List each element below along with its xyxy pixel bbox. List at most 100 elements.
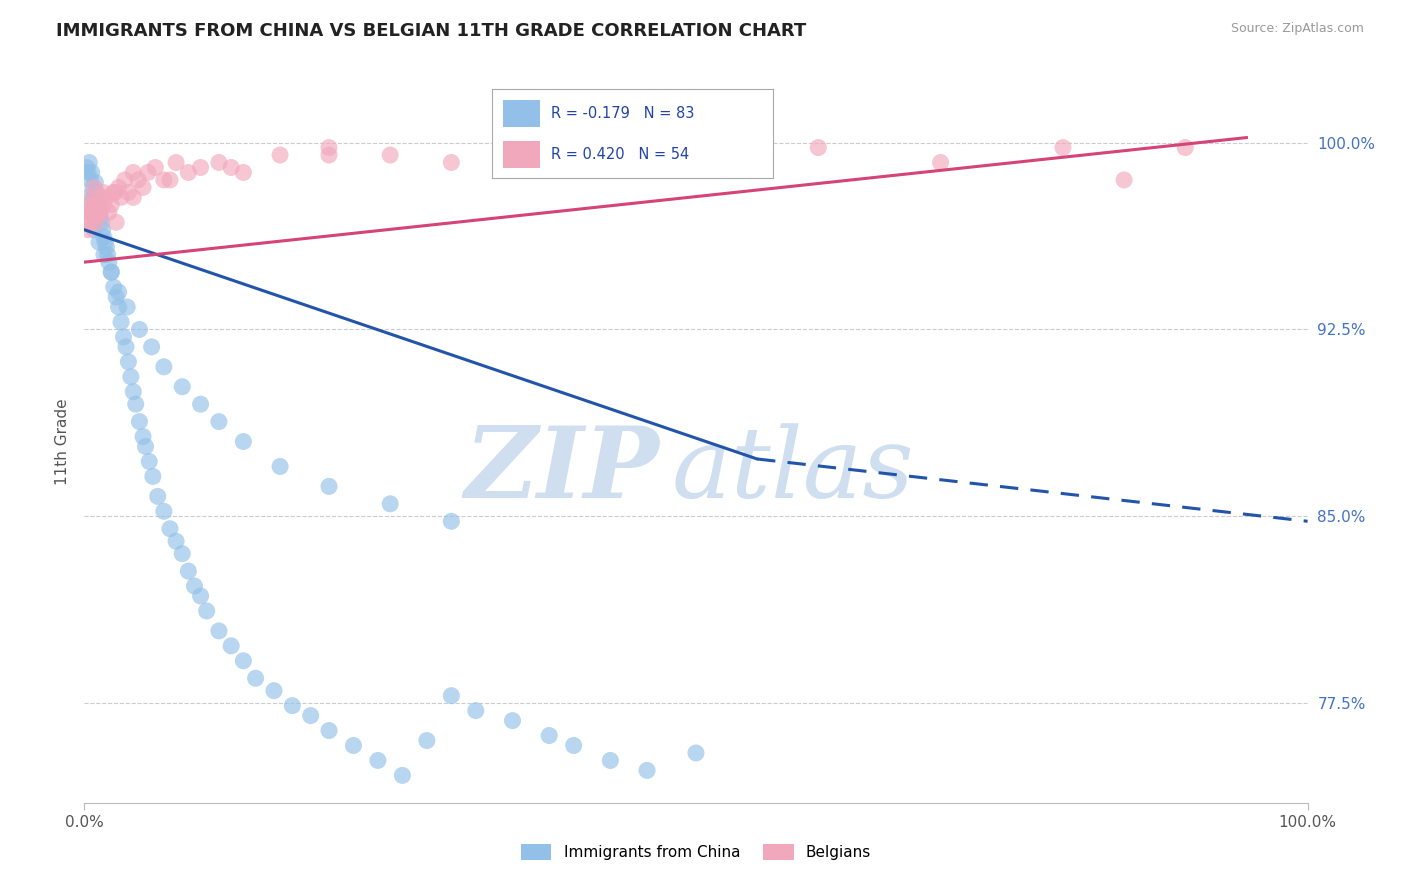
Point	[141, 340, 163, 354]
Point	[112, 330, 135, 344]
Point	[82, 198, 104, 212]
Point	[135, 440, 157, 454]
Point	[807, 140, 830, 154]
Point	[82, 190, 104, 204]
Point	[107, 285, 129, 299]
Point	[90, 215, 112, 229]
Point	[190, 589, 212, 603]
Point	[87, 205, 110, 219]
Point	[117, 355, 139, 369]
Point	[132, 180, 155, 194]
Point	[269, 148, 291, 162]
Point	[80, 165, 103, 179]
Point	[562, 140, 585, 154]
Point	[91, 223, 114, 237]
Point	[136, 165, 159, 179]
Point	[83, 180, 105, 194]
Point	[190, 161, 212, 175]
Point	[105, 215, 128, 229]
Point	[91, 186, 114, 200]
Point	[93, 230, 115, 244]
Point	[142, 469, 165, 483]
Point	[115, 300, 138, 314]
Point	[84, 211, 107, 225]
Point	[86, 186, 108, 200]
Point	[318, 723, 340, 738]
Point	[165, 534, 187, 549]
Point	[100, 265, 122, 279]
Point	[100, 198, 122, 212]
Point	[219, 161, 242, 175]
Point	[636, 764, 658, 778]
Point	[177, 564, 200, 578]
Point	[120, 369, 142, 384]
Point	[87, 198, 110, 212]
Point	[232, 165, 254, 179]
Point	[391, 768, 413, 782]
Point	[122, 165, 145, 179]
Legend: Immigrants from China, Belgians: Immigrants from China, Belgians	[520, 844, 872, 860]
Point	[281, 698, 304, 713]
Point	[318, 148, 340, 162]
Point	[208, 624, 231, 638]
Point	[103, 186, 125, 200]
Text: IMMIGRANTS FROM CHINA VS BELGIAN 11TH GRADE CORRELATION CHART: IMMIGRANTS FROM CHINA VS BELGIAN 11TH GR…	[56, 22, 807, 40]
Point	[76, 215, 98, 229]
Point	[77, 198, 100, 212]
Point	[77, 205, 100, 219]
Text: Source: ZipAtlas.com: Source: ZipAtlas.com	[1230, 22, 1364, 36]
Point	[380, 497, 402, 511]
Point	[122, 384, 145, 399]
Point	[232, 654, 254, 668]
Point	[172, 380, 194, 394]
Point	[93, 248, 115, 262]
Point	[159, 522, 181, 536]
Point	[83, 223, 105, 237]
Point	[104, 186, 127, 200]
Point	[94, 235, 117, 250]
Point	[685, 148, 707, 162]
Point	[299, 708, 322, 723]
Point	[318, 479, 340, 493]
Point	[929, 155, 952, 169]
Point	[110, 315, 132, 329]
Point	[165, 155, 187, 169]
Point	[87, 205, 110, 219]
Point	[342, 739, 364, 753]
Point	[538, 729, 561, 743]
Point	[269, 459, 291, 474]
Point	[685, 148, 707, 162]
Point	[79, 173, 101, 187]
Point	[153, 359, 176, 374]
Point	[464, 704, 486, 718]
Point	[79, 205, 101, 219]
Point	[219, 639, 242, 653]
Point	[440, 514, 463, 528]
Point	[107, 180, 129, 194]
Point	[115, 340, 138, 354]
Point	[685, 746, 707, 760]
Point	[440, 689, 463, 703]
Point	[103, 280, 125, 294]
Point	[183, 579, 205, 593]
Point	[76, 161, 98, 175]
Point	[79, 215, 101, 229]
Point	[380, 148, 402, 162]
Point	[96, 190, 118, 204]
Point	[77, 155, 100, 169]
Point	[1052, 140, 1074, 154]
Point	[138, 454, 160, 468]
Point	[122, 190, 145, 204]
Point	[416, 733, 439, 747]
Point	[93, 198, 115, 212]
Point	[87, 198, 110, 212]
Point	[105, 290, 128, 304]
Point	[80, 205, 103, 219]
Point	[128, 322, 150, 336]
Point	[146, 489, 169, 503]
Point	[125, 397, 148, 411]
Point	[245, 671, 267, 685]
Point	[195, 604, 218, 618]
Point	[153, 504, 176, 518]
Point	[89, 190, 111, 204]
